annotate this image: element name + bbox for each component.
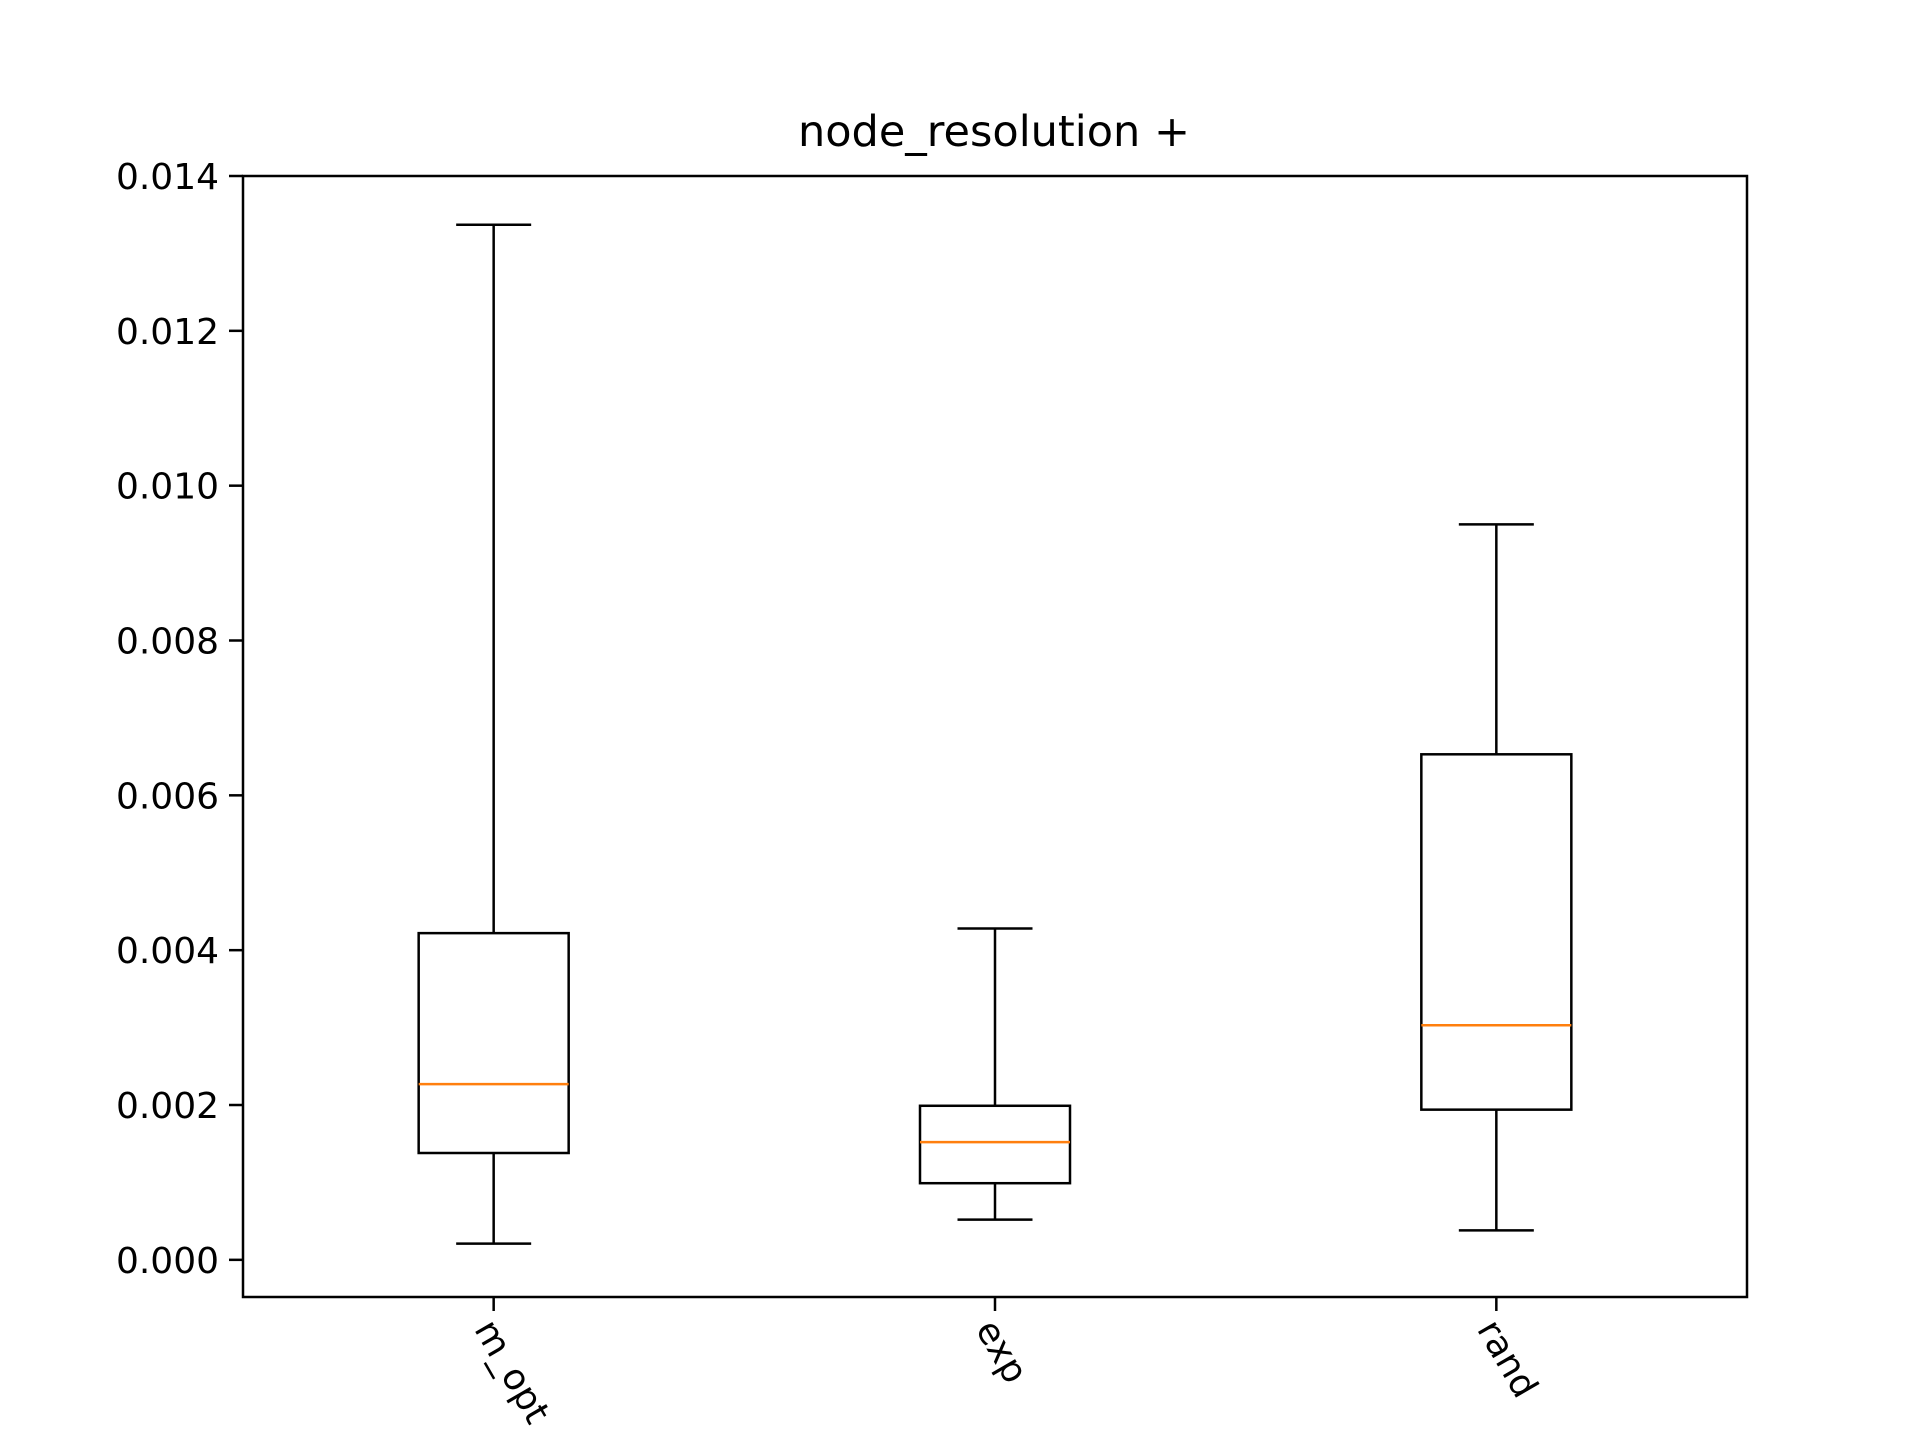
y-tick-label: 0.012	[116, 312, 219, 353]
x-tick-label: exp	[967, 1313, 1035, 1390]
y-tick-label: 0.010	[116, 467, 219, 508]
y-tick-label: 0.006	[116, 776, 219, 817]
plot-area-frame	[241, 174, 1749, 1299]
box-series	[417, 223, 1573, 1245]
x-tick-label: m_opt	[466, 1313, 558, 1431]
y-axis: 0.000 0.002 0.004 0.006 0.008 0.010 0.012 0.014	[116, 157, 243, 1282]
x-tick-label: rand	[1469, 1313, 1546, 1405]
box-m_opt	[417, 223, 570, 1245]
y-tick-label: 0.002	[116, 1086, 219, 1127]
y-tick-label: 0.000	[116, 1241, 219, 1282]
iqr-box	[1420, 753, 1573, 1111]
iqr-box	[417, 931, 570, 1155]
box-exp	[918, 927, 1072, 1221]
y-tick-label: 0.014	[116, 157, 219, 198]
y-tick-label: 0.008	[116, 622, 219, 663]
x-axis: m_opt exp rand	[466, 1297, 1545, 1431]
y-tick-label: 0.004	[116, 931, 219, 972]
chart-title: node_resolution +	[798, 107, 1190, 157]
iqr-box	[918, 1104, 1072, 1185]
box-rand	[1420, 523, 1573, 1232]
